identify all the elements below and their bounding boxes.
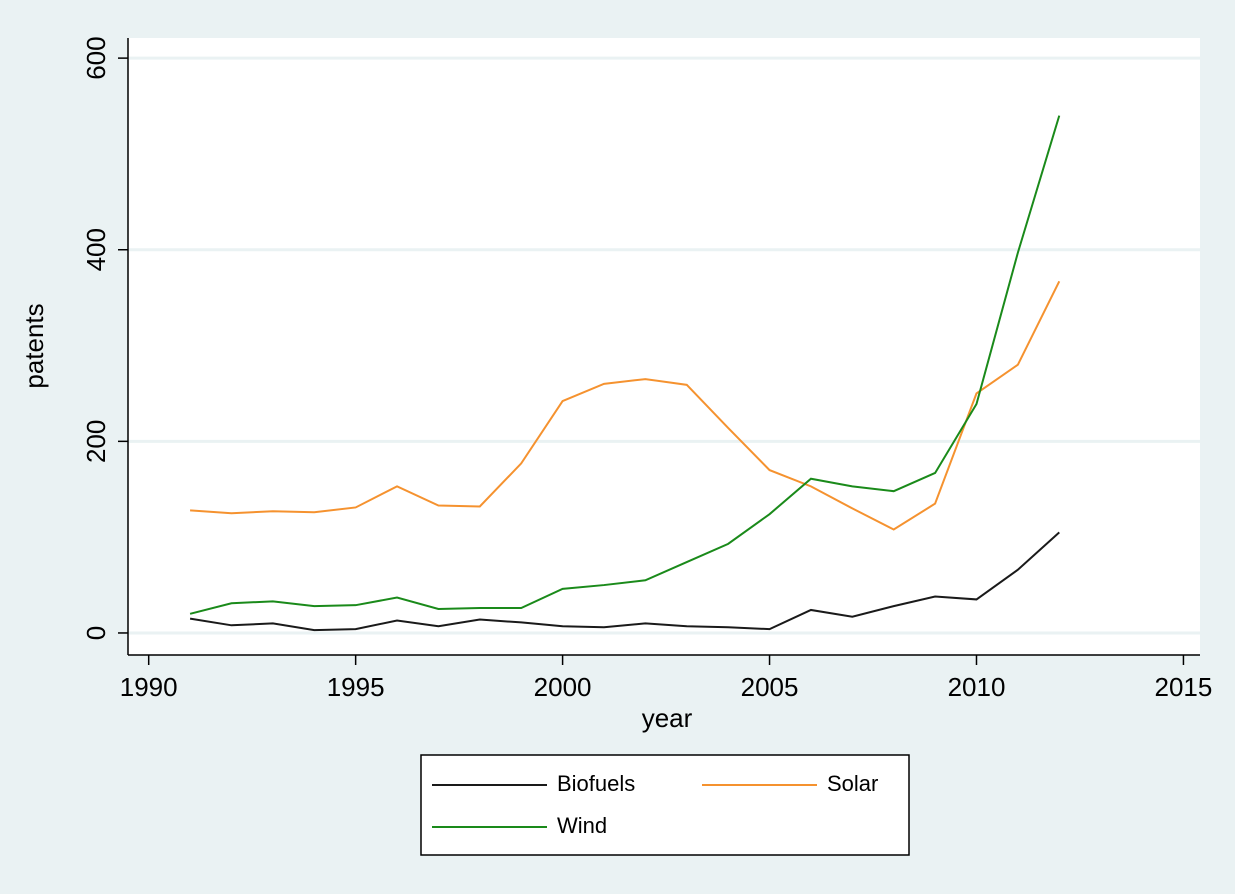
x-tick-label: 2005 bbox=[741, 672, 799, 702]
plot-area bbox=[128, 38, 1200, 655]
x-tick-label: 1990 bbox=[120, 672, 178, 702]
x-tick-label: 1995 bbox=[327, 672, 385, 702]
series-line bbox=[189, 115, 1061, 615]
x-tick-label: 2000 bbox=[534, 672, 592, 702]
y-axis-label: patents bbox=[19, 303, 49, 388]
y-tick-label: 0 bbox=[81, 626, 111, 640]
legend-box bbox=[420, 754, 910, 856]
series-line bbox=[189, 531, 1060, 632]
x-tick-label: 2010 bbox=[948, 672, 1006, 702]
y-tick-label: 400 bbox=[81, 228, 111, 271]
x-axis-label: year bbox=[642, 703, 693, 733]
x-tick-label: 2015 bbox=[1155, 672, 1213, 702]
series-line bbox=[190, 280, 1061, 531]
y-tick-label: 200 bbox=[81, 420, 111, 463]
legend-label: Solar bbox=[827, 771, 878, 796]
y-tick-label: 600 bbox=[81, 36, 111, 79]
legend-label: Biofuels bbox=[557, 771, 635, 796]
legend-label: Wind bbox=[557, 813, 607, 838]
